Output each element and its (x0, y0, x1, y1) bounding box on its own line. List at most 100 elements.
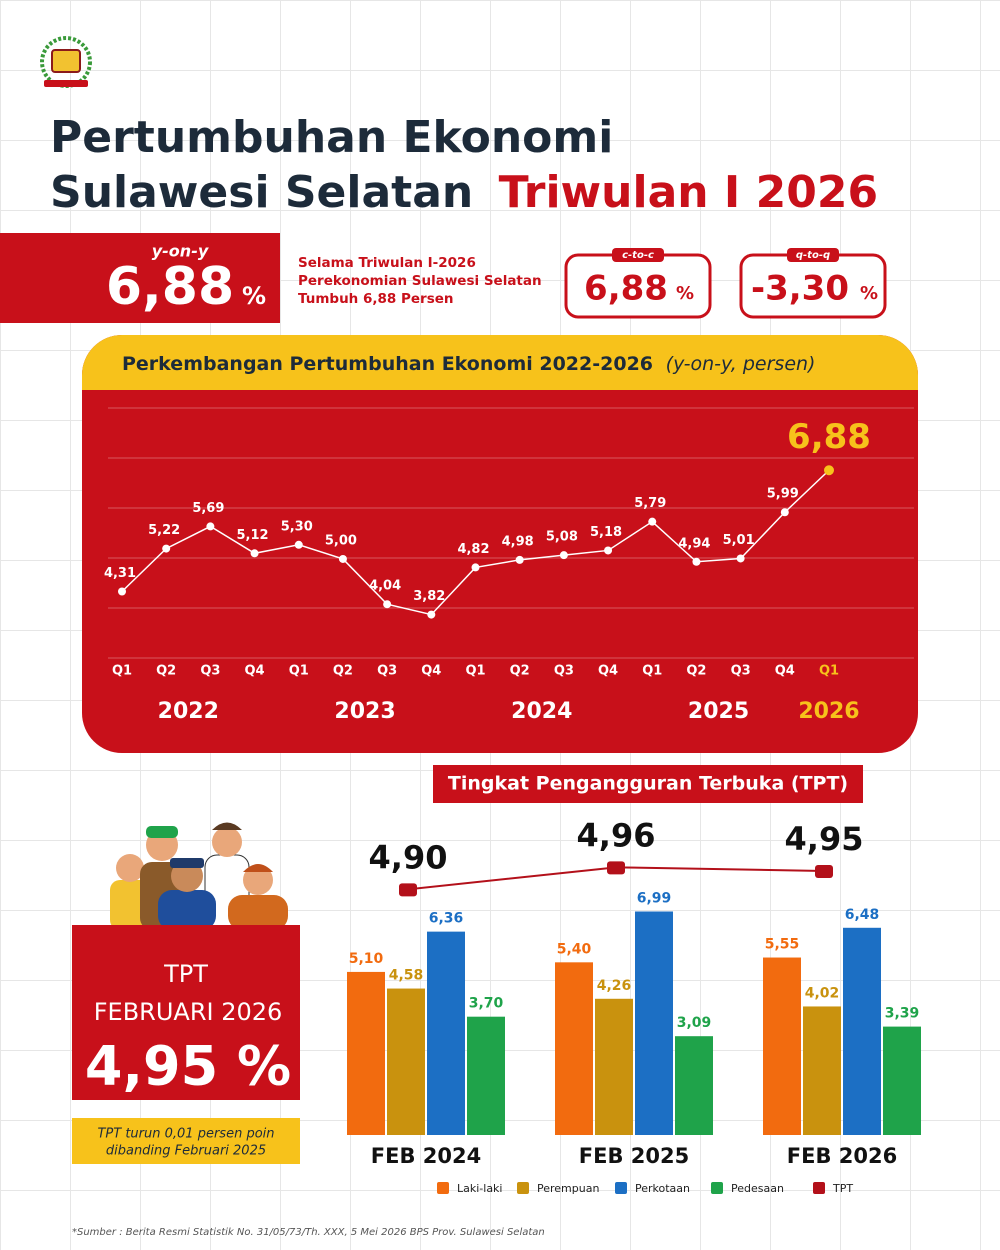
point (780, 508, 789, 517)
x-tick-label: Q3 (200, 664, 220, 679)
point (736, 554, 745, 563)
summary-line: Tumbuh 6,88 Persen (298, 291, 454, 307)
bar (635, 911, 673, 1135)
title-line1: Pertumbuhan Ekonomi (50, 112, 613, 163)
title-line2-text: Sulawesi Selatan (50, 167, 473, 218)
value-label: 4,94 (678, 536, 710, 551)
tpt-box (72, 925, 300, 1100)
x-tick-label: Q3 (731, 664, 751, 679)
yoy-box (0, 233, 280, 323)
point (250, 549, 259, 558)
legend-icon (437, 1182, 449, 1194)
people-illustration (110, 822, 288, 931)
value-label: 5,01 (723, 533, 755, 548)
x-tick-label: Q1 (289, 664, 309, 679)
bar-value-label: 5,40 (557, 941, 592, 957)
value-label: 5,79 (634, 496, 666, 511)
panel-grid (108, 407, 914, 659)
legend-label: Perempuan (537, 1182, 599, 1195)
x-tick-label: Q4 (775, 664, 795, 679)
yoy-label: y-on-y (152, 242, 209, 261)
bar (387, 988, 425, 1135)
bar-value-label: 3,70 (469, 996, 504, 1012)
line-panel (82, 335, 918, 753)
value-label: 5,30 (281, 519, 313, 534)
tpt-note-box (72, 1118, 300, 1164)
yoy-value: 6,88 (106, 257, 234, 317)
x-tick-label: FEB 2025 (579, 1144, 689, 1168)
value-label: 5,69 (192, 501, 224, 516)
tpt-value-label: 4,96 (577, 816, 656, 854)
legend-icon (813, 1182, 825, 1194)
point (206, 522, 215, 531)
legend-label: Laki-laki (457, 1182, 503, 1195)
tpt-marker (815, 865, 833, 878)
point (383, 600, 392, 609)
bar (763, 957, 801, 1135)
value-label: 5,18 (590, 525, 622, 540)
tpt-title: TPT (163, 960, 208, 988)
x-tick-label: Q2 (686, 664, 706, 679)
summary-line: Perekonomian Sulawesi Selatan (298, 273, 542, 289)
x-tick-label: Q4 (598, 664, 618, 679)
point (294, 540, 303, 549)
x-tick-label: Q2 (510, 664, 530, 679)
point (338, 554, 347, 563)
bar (803, 1006, 841, 1135)
x-tick-label: FEB 2026 (787, 1144, 897, 1168)
value-label: 5,99 (767, 487, 799, 502)
bar (595, 998, 633, 1135)
tpt-value: 4,95 % (85, 1035, 291, 1098)
title-highlight: Triwulan I 2026 (499, 167, 879, 218)
bar-value-label: 3,39 (885, 1006, 920, 1022)
value-label: 4,31 (104, 566, 136, 581)
value-label: 6,88 (787, 417, 871, 457)
tpt-subtitle: FEBRUARI 2026 (94, 998, 283, 1026)
bar-value-label: 6,48 (845, 907, 880, 923)
ctoc-tab (612, 248, 664, 262)
tpt-marker (607, 861, 625, 875)
qtoq-label: q-to-q (796, 250, 830, 261)
legend-icon (711, 1182, 723, 1194)
x-tick-label: Q2 (333, 664, 353, 679)
year-label: 2025 (688, 699, 749, 724)
line-panel-header (82, 335, 918, 390)
year-label: 2026 (798, 699, 859, 724)
point (648, 517, 657, 526)
value-label: 5,12 (237, 528, 269, 543)
line-chart-title: Perkembangan Pertumbuhan Ekonomi 2022-20… (122, 353, 815, 375)
bar (675, 1036, 713, 1135)
x-tick-label: Q1 (112, 664, 132, 679)
point (824, 465, 834, 476)
bar (347, 971, 385, 1135)
bar-value-label: 5,55 (765, 937, 800, 953)
bar-title-box (433, 765, 863, 803)
ctoc-unit: % (676, 283, 694, 304)
point (427, 610, 436, 619)
point (471, 563, 480, 572)
logo (40, 36, 92, 88)
value-label: 4,04 (369, 579, 401, 594)
legend-label: Perkotaan (635, 1182, 690, 1195)
value-label: 5,08 (546, 530, 578, 545)
tpt-value-label: 4,95 (785, 820, 864, 858)
point (559, 551, 568, 560)
x-tick-label: Q4 (245, 664, 265, 679)
year-label: 2022 (158, 699, 219, 724)
legend-label: Pedesaan (731, 1182, 784, 1195)
bar (883, 1026, 921, 1135)
x-tick-label: FEB 2024 (371, 1144, 481, 1168)
qtoq-unit: % (860, 283, 878, 304)
bar (843, 927, 881, 1135)
bar-value-label: 6,36 (429, 911, 464, 927)
summary-line: Selama Triwulan I-2026 (298, 255, 476, 271)
x-tick-label: Q2 (156, 664, 176, 679)
bar-value-label: 4,26 (597, 978, 632, 994)
x-tick-label: Q1 (642, 664, 662, 679)
tpt-note: TPT turun 0,01 persen poin (97, 1127, 274, 1142)
ctoc-value: 6,88 (584, 269, 668, 309)
point (515, 555, 524, 564)
point (604, 546, 613, 555)
year-label: 2024 (511, 699, 572, 724)
